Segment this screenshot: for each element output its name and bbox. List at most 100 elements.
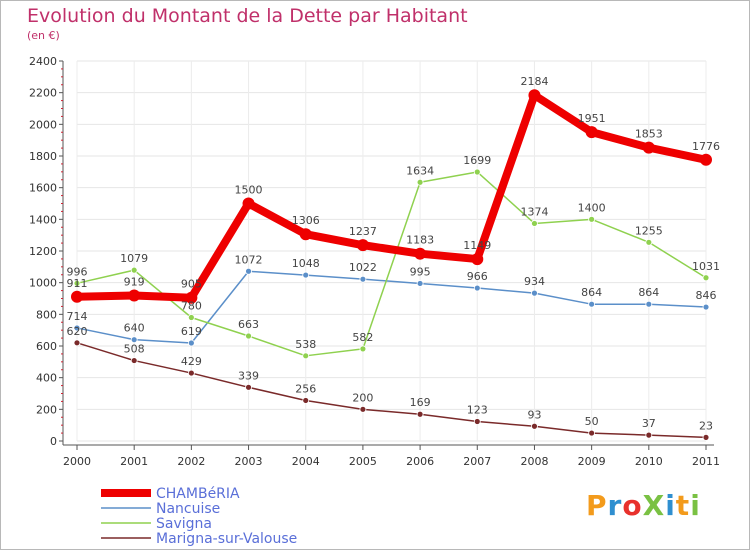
- data-point: [414, 247, 427, 260]
- x-tick-label: 2010: [635, 455, 663, 468]
- x-tick-label: 2005: [349, 455, 377, 468]
- y-tick-label: 600: [36, 340, 57, 353]
- data-point: [471, 253, 484, 266]
- data-point: [531, 289, 538, 297]
- data-label: 919: [124, 275, 145, 288]
- y-tick-label: 2400: [29, 55, 57, 68]
- data-label: 1149: [463, 239, 491, 252]
- data-point: [128, 289, 141, 302]
- data-label: 538: [295, 338, 316, 351]
- data-label: 714: [67, 310, 88, 323]
- data-label: 200: [352, 391, 373, 404]
- data-label: 911: [67, 277, 88, 290]
- data-label: 640: [124, 322, 145, 335]
- data-label: 37: [642, 417, 656, 430]
- data-label: 1022: [349, 261, 377, 274]
- data-point: [702, 274, 710, 282]
- data-point: [416, 410, 424, 418]
- x-tick-label: 2011: [692, 455, 720, 468]
- data-label: 1079: [120, 252, 148, 265]
- data-point: [642, 141, 655, 154]
- data-label: 1048: [292, 257, 320, 270]
- data-label: 1072: [235, 253, 263, 266]
- data-point: [645, 431, 653, 439]
- data-point: [245, 267, 252, 275]
- series-line-0: [73, 91, 710, 302]
- legend-label: Nancuise: [156, 501, 220, 517]
- data-label: 339: [238, 369, 259, 382]
- chart-subtitle: (en €): [27, 29, 60, 42]
- data-label: 1699: [463, 154, 491, 167]
- data-point: [645, 238, 653, 246]
- data-point: [242, 197, 255, 210]
- y-tick-label: 1200: [29, 245, 57, 258]
- data-label: 996: [67, 265, 88, 278]
- data-label: 934: [524, 275, 545, 288]
- data-label: 619: [181, 325, 202, 338]
- data-point: [588, 429, 596, 437]
- data-label: 1237: [349, 225, 377, 238]
- data-label: 1183: [406, 234, 434, 247]
- data-point: [245, 332, 252, 340]
- data-point: [73, 279, 81, 287]
- data-point: [73, 324, 81, 332]
- data-label: 23: [699, 419, 713, 432]
- data-label: 1951: [578, 112, 606, 125]
- data-point: [130, 336, 138, 344]
- data-point: [702, 433, 710, 441]
- data-label: 1031: [692, 260, 720, 273]
- data-label: 2184: [520, 75, 548, 88]
- data-point: [645, 300, 653, 308]
- data-label: 864: [638, 286, 659, 299]
- data-label: 93: [527, 408, 541, 421]
- data-label: 905: [181, 278, 202, 291]
- x-tick-label: 2003: [235, 455, 263, 468]
- chart-title: Evolution du Montant de la Dette par Hab…: [27, 5, 468, 27]
- data-point: [416, 280, 424, 287]
- x-tick-label: 2004: [292, 455, 320, 468]
- data-label: 123: [467, 404, 488, 417]
- data-point: [473, 284, 481, 292]
- data-label: 966: [467, 270, 488, 283]
- x-tick-label: 2009: [578, 455, 606, 468]
- data-point: [416, 178, 424, 186]
- data-point: [588, 215, 596, 223]
- data-point: [528, 89, 541, 102]
- y-tick-label: 2000: [29, 118, 57, 131]
- data-point: [359, 275, 367, 283]
- data-point: [299, 228, 312, 241]
- series-line-1: [76, 270, 707, 344]
- data-label: 1776: [692, 140, 720, 153]
- data-point: [187, 314, 195, 321]
- data-point: [356, 239, 369, 252]
- y-tick-label: 2200: [29, 87, 57, 100]
- data-point: [700, 153, 712, 166]
- legend-label: CHAMBéRIA: [156, 486, 240, 502]
- data-point: [187, 369, 195, 377]
- x-tick-label: 2001: [120, 455, 148, 468]
- data-point: [702, 303, 710, 311]
- data-label: 1400: [578, 201, 606, 214]
- y-tick-label: 1600: [29, 182, 57, 195]
- data-point: [473, 418, 481, 425]
- data-label: 1634: [406, 164, 434, 177]
- data-point: [245, 383, 252, 391]
- x-tick-label: 2006: [406, 455, 434, 468]
- x-tick-label: 2008: [520, 455, 548, 468]
- data-point: [73, 339, 81, 347]
- data-label: 256: [295, 382, 316, 395]
- data-label: 508: [124, 343, 145, 356]
- data-point: [302, 352, 310, 360]
- data-point: [187, 339, 195, 347]
- y-tick-label: 1800: [29, 150, 57, 163]
- data-point: [359, 345, 367, 353]
- data-label: 780: [181, 300, 202, 313]
- y-tick-label: 200: [36, 403, 57, 416]
- data-point: [71, 290, 83, 303]
- data-point: [130, 266, 138, 274]
- legend-label: Savigna: [156, 516, 212, 532]
- data-label: 995: [410, 265, 431, 278]
- data-label: 663: [238, 318, 259, 331]
